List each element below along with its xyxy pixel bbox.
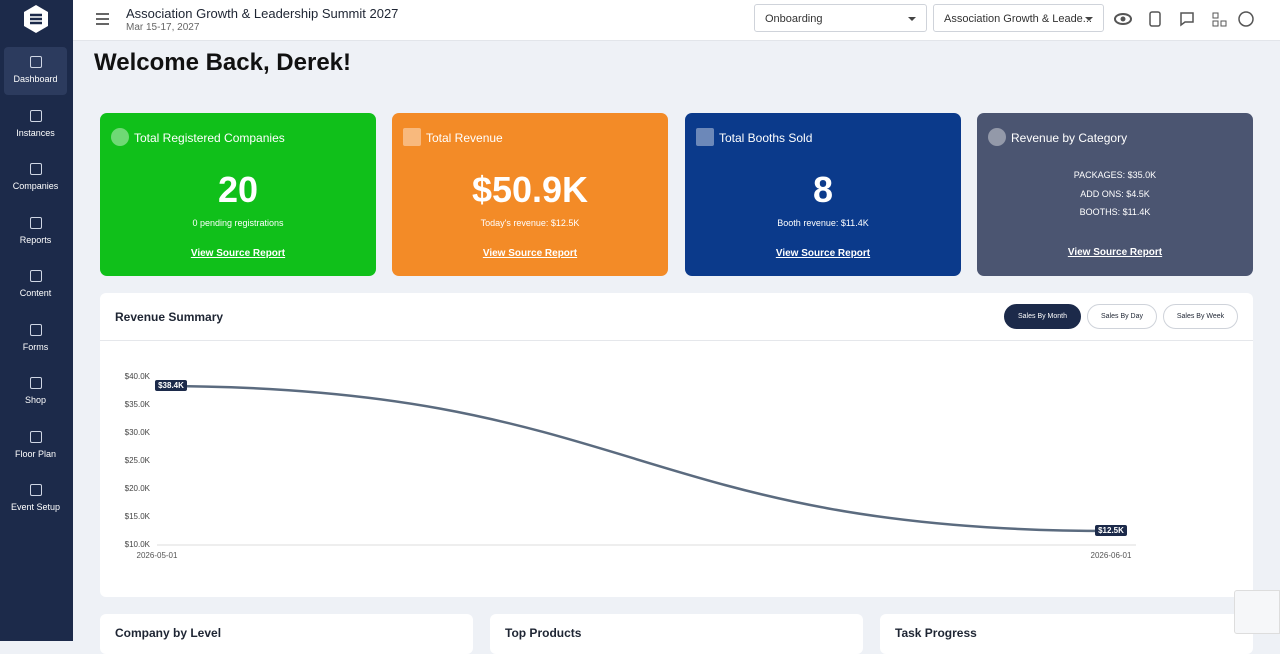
nav-icon xyxy=(29,163,42,175)
nav-icon xyxy=(29,377,42,389)
panel-title: Revenue Summary xyxy=(115,310,224,324)
card-title: Revenue by Category xyxy=(1011,131,1128,145)
panel: Company by Level xyxy=(100,614,473,654)
nav-label: Instances xyxy=(16,127,55,138)
stat-card: Total Registered Companies 20 0 pending … xyxy=(100,113,376,276)
card-title: Total Registered Companies xyxy=(134,131,285,145)
card-icon xyxy=(696,128,714,146)
nav-label: Floor Plan xyxy=(14,448,57,459)
nav-icon xyxy=(29,430,42,443)
nav-item[interactable]: Event Setup xyxy=(4,475,67,523)
card-value: 8 xyxy=(812,169,834,210)
line xyxy=(156,384,1112,533)
divider xyxy=(100,340,1253,341)
tab[interactable]: Sales By Day xyxy=(1087,304,1157,329)
nav-item[interactable]: Instances xyxy=(4,101,67,149)
value-label-bg xyxy=(155,379,187,391)
logo xyxy=(24,5,48,33)
stat-card: Revenue by Category PACKAGES: $35.0K ADD… xyxy=(977,113,1253,276)
y-tick-label: $30.0K xyxy=(125,428,151,437)
card-title: Total Booths Sold xyxy=(719,131,813,145)
card-subtext: Booth revenue: $11.4K xyxy=(777,218,869,228)
panel: Top Products xyxy=(490,614,863,654)
nav-icon xyxy=(29,484,42,496)
event-dates: Mar 15-17, 2027 xyxy=(126,22,200,33)
nav-label: Content xyxy=(19,288,52,298)
category-line: BOOTHS: $11.4K xyxy=(1079,207,1151,217)
value-label: $38.4K xyxy=(158,381,184,390)
category-line: PACKAGES: $35.0K xyxy=(1073,170,1157,180)
nav-label: Shop xyxy=(24,395,47,405)
nav-item[interactable]: Dashboard xyxy=(4,47,67,95)
top-bar: Association Growth & Leadership Summit 2… xyxy=(73,0,1280,41)
nav-item[interactable]: Companies xyxy=(4,154,67,202)
y-tick-label: $15.0K xyxy=(125,512,151,521)
y-tick-label: $25.0K xyxy=(125,456,151,465)
card-subtext: Today's revenue: $12.5K xyxy=(480,218,580,228)
card-link[interactable]: View Source Report xyxy=(190,248,286,259)
card-icon xyxy=(111,128,129,146)
nav-item[interactable]: Floor Plan xyxy=(4,422,67,470)
nav-item[interactable]: Reports xyxy=(4,208,67,256)
card-subtext: 0 pending registrations xyxy=(192,218,284,228)
menu-button[interactable] xyxy=(96,13,110,25)
card-link[interactable]: View Source Report xyxy=(1067,247,1163,258)
toolbar-icons xyxy=(1114,11,1254,27)
nav-item[interactable]: Forms xyxy=(4,315,67,363)
nav-item[interactable]: Content xyxy=(4,261,67,309)
card-value: 20 xyxy=(217,169,259,210)
nav-icon xyxy=(29,109,42,122)
sidebar: Dashboard Instances Companies Reports Conten… xyxy=(0,0,73,641)
nav-label: Reports xyxy=(19,234,52,245)
y-tick-label: $35.0K xyxy=(125,400,151,409)
event-title: Association Growth & Leadership Summit 2… xyxy=(126,6,399,21)
tab[interactable]: Sales By Month xyxy=(1004,304,1081,329)
stat-card: Total Booths Sold 8 Booth revenue: $11.4… xyxy=(685,113,961,276)
card-icon xyxy=(403,128,421,146)
x-tick-label: 2026-05-01 xyxy=(137,551,178,560)
panel-title: Company by Level xyxy=(115,626,222,640)
stat-card: Total Revenue $50.9K Today's revenue: $1… xyxy=(392,113,668,276)
card-value: $50.9K xyxy=(471,169,589,210)
card-title: Total Revenue xyxy=(426,131,503,145)
card-link[interactable]: View Source Report xyxy=(482,248,578,259)
line-chart: $10.0K $15.0K $20.0K $25.0K $30.0K $35.0K $40.… xyxy=(125,372,1136,560)
nav-icon xyxy=(29,216,42,229)
nav-label: Companies xyxy=(12,181,59,191)
value-label: $12.5K xyxy=(1098,526,1124,535)
nav-item[interactable]: Shop xyxy=(4,368,67,416)
panel-title: Top Products xyxy=(505,626,582,640)
tab[interactable]: Sales By Week xyxy=(1163,304,1238,329)
nav-label: Event Setup xyxy=(10,502,61,512)
card-icon xyxy=(988,128,1006,146)
recaptcha-badge xyxy=(1234,590,1280,634)
nav-icon xyxy=(29,323,42,336)
revenue-panel: Revenue Summary Sales By Month Sales By … xyxy=(100,293,1253,597)
value-label-bg xyxy=(1095,525,1127,536)
y-tick-label: $10.0K xyxy=(125,540,151,549)
nav-icon xyxy=(29,56,42,68)
stage-select[interactable]: Onboarding xyxy=(754,4,927,32)
panel-title: Task Progress xyxy=(895,626,977,640)
panel: Task Progress xyxy=(880,614,1253,654)
category-line: ADD ONS: $4.5K xyxy=(1080,189,1150,199)
card-link[interactable]: View Source Report xyxy=(775,248,871,259)
y-tick-label: $40.0K xyxy=(125,372,151,381)
nav-label: Forms xyxy=(22,341,49,352)
x-tick-label: 2026-06-01 xyxy=(1091,551,1132,560)
y-tick-label: $20.0K xyxy=(125,484,151,493)
event-select[interactable]: Association Growth & Leade... xyxy=(933,4,1104,32)
nav-icon xyxy=(29,270,42,282)
welcome-heading: Welcome Back, Derek! xyxy=(94,49,352,76)
nav-label: Dashboard xyxy=(13,74,58,84)
